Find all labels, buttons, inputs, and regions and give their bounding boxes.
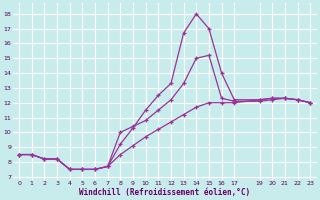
X-axis label: Windchill (Refroidissement éolien,°C): Windchill (Refroidissement éolien,°C) (79, 188, 250, 197)
